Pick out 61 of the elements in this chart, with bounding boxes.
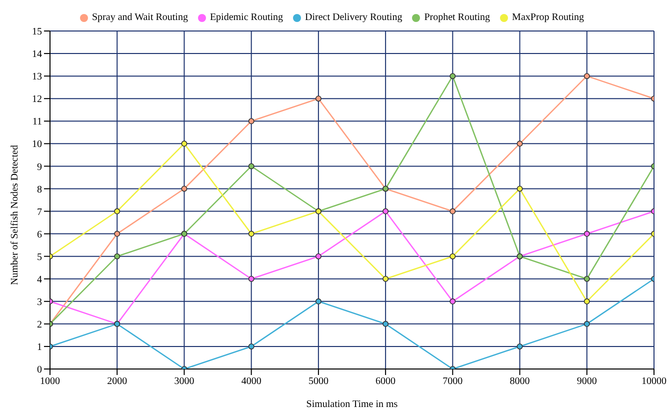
legend-label: Direct Delivery Routing — [305, 12, 402, 23]
point — [516, 343, 523, 350]
x-tick-label: 1000 — [40, 376, 60, 388]
point — [315, 253, 322, 260]
x-tick-label: 5000 — [308, 376, 328, 388]
y-tick-label: 9 — [37, 162, 42, 173]
point — [248, 118, 254, 124]
point — [114, 208, 120, 214]
point — [248, 230, 254, 237]
x-tick-label: 6000 — [376, 376, 396, 388]
point — [114, 253, 120, 260]
point — [450, 253, 456, 260]
point — [315, 96, 322, 102]
y-tick-label: 8 — [37, 184, 42, 196]
point — [516, 140, 523, 147]
point — [584, 276, 590, 282]
x-tick-label: 10000 — [642, 376, 666, 388]
point — [382, 208, 389, 214]
x-tick-label: 4000 — [241, 376, 262, 388]
x-axis-title: Simulation Time in ms — [306, 399, 398, 410]
point — [181, 140, 188, 147]
point — [382, 276, 389, 282]
point — [248, 343, 254, 350]
y-axis-title: Number of Selfish Nodes Detected — [10, 145, 21, 285]
x-tick-label: 2000 — [107, 376, 128, 388]
legend-label: MaxProp Routing — [512, 12, 584, 23]
point — [114, 230, 120, 237]
y-tick-label: 14 — [32, 49, 42, 60]
x-tick-label: 8000 — [510, 376, 530, 388]
y-tick-label: 6 — [37, 229, 42, 240]
y-tick-label: 13 — [32, 72, 42, 83]
x-tick-label: 9000 — [576, 376, 597, 388]
point — [584, 230, 590, 237]
point — [584, 320, 590, 327]
point — [248, 276, 254, 282]
x-tick-label: 3000 — [174, 376, 194, 388]
legend-label: Prophet Routing — [424, 12, 490, 23]
y-tick-label: 2 — [37, 319, 42, 330]
point — [181, 186, 188, 192]
legend-label: Spray and Wait Routing — [92, 12, 188, 23]
y-tick-label: 5 — [37, 252, 42, 263]
y-tick-label: 0 — [37, 364, 42, 376]
y-tick-label: 4 — [37, 274, 42, 286]
y-tick-label: 1 — [37, 342, 42, 354]
point — [450, 73, 456, 80]
point — [248, 163, 254, 170]
y-tick-label: 7 — [37, 206, 42, 218]
y-tick-label: 10 — [32, 139, 42, 150]
point — [516, 186, 523, 192]
legend-label: Epidemic Routing — [210, 12, 283, 23]
point — [450, 298, 456, 304]
point — [584, 298, 590, 304]
point — [315, 298, 322, 304]
point — [450, 208, 456, 214]
point — [584, 73, 590, 80]
y-tick-label: 12 — [32, 94, 42, 106]
y-tick-label: 3 — [37, 296, 42, 308]
point — [382, 320, 389, 327]
y-tick-label: 11 — [32, 116, 42, 128]
x-tick-label: 7000 — [442, 376, 463, 388]
y-tick-label: 15 — [32, 26, 42, 38]
